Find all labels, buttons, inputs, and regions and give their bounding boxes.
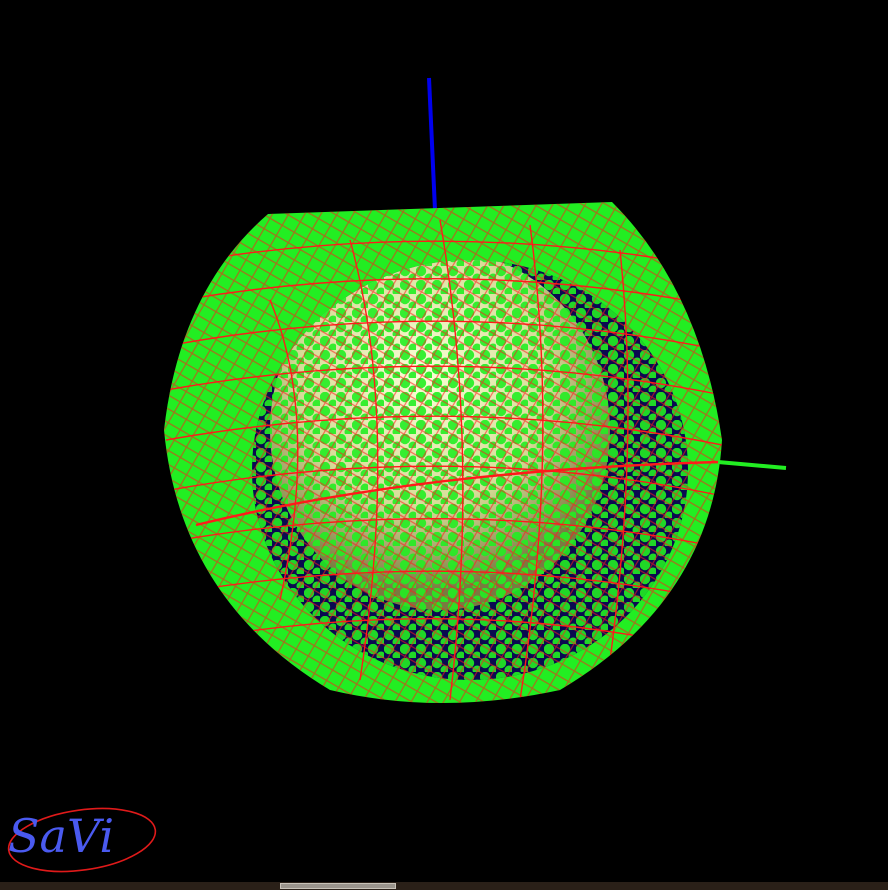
y-axis	[717, 460, 787, 470]
logo-text: SaVi	[8, 809, 114, 863]
coverage-shell	[164, 202, 722, 703]
scrollbar-thumb[interactable]	[280, 883, 396, 889]
z-axis	[427, 77, 437, 211]
scrollbar[interactable]	[0, 882, 888, 890]
savi-logo-icon: SaVi	[7, 807, 157, 873]
